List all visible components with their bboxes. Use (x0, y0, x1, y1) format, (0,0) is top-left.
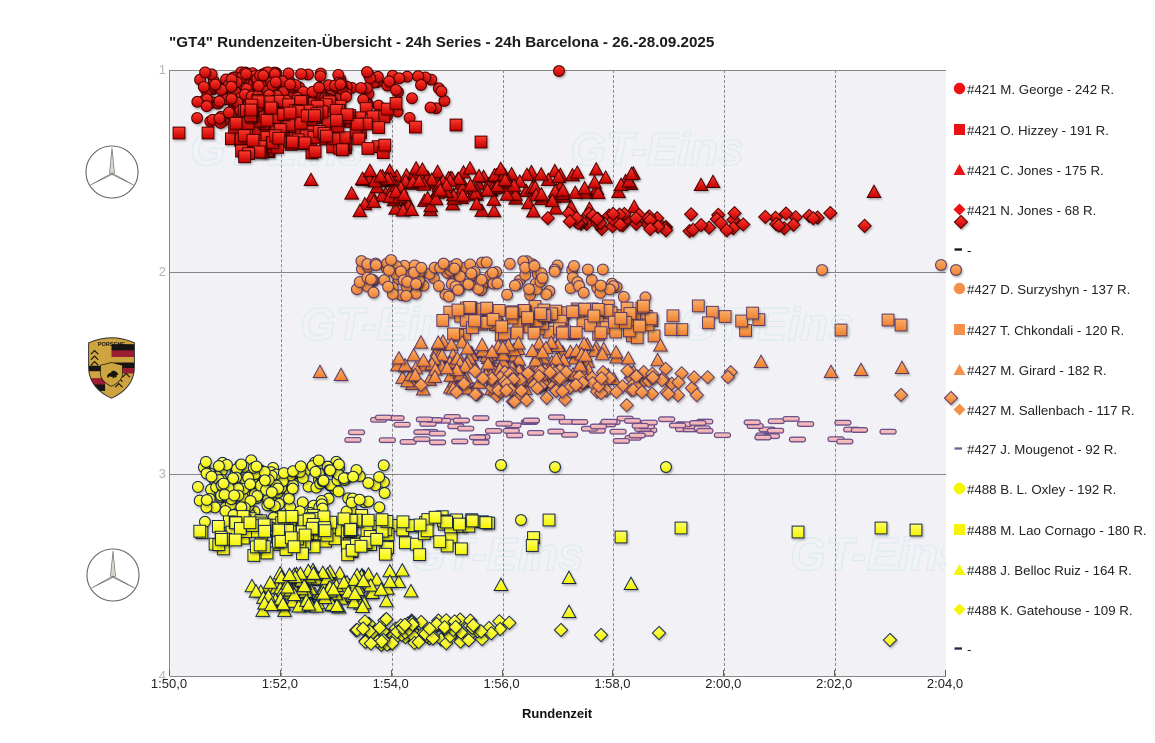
svg-text:PORSCHE: PORSCHE (98, 342, 126, 348)
